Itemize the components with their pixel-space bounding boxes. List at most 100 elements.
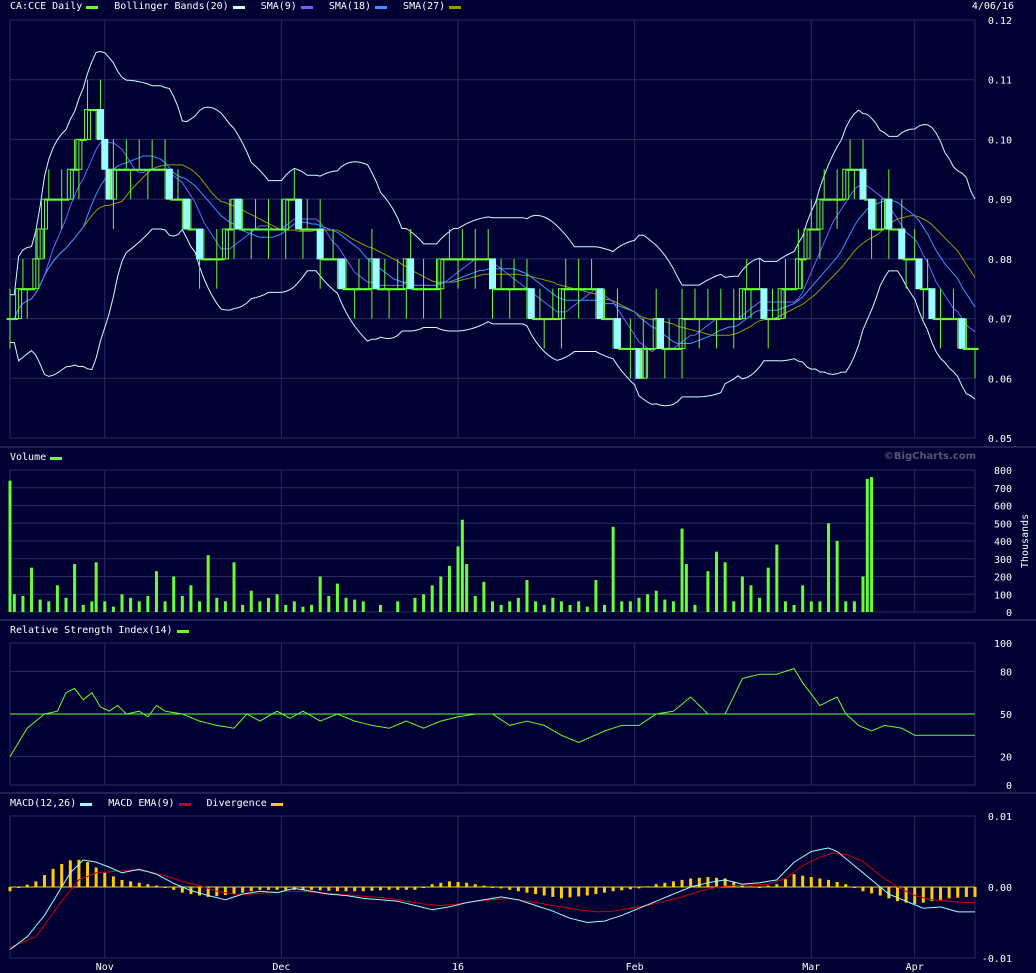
- macd-tick-label: 0.00: [988, 883, 1012, 894]
- price-tick-label: 0.06: [988, 374, 1012, 385]
- volume-bar: [318, 576, 322, 612]
- volume-bar: [818, 601, 822, 612]
- macd-tick-label: -0.01: [982, 954, 1012, 965]
- divergence-bar: [852, 887, 856, 888]
- volume-bar: [292, 601, 296, 612]
- divergence-bar: [663, 882, 667, 887]
- divergence-bar: [86, 862, 90, 887]
- divergence-bar: [542, 887, 546, 896]
- price-candle-up: [812, 228, 820, 231]
- volume-bar: [801, 585, 805, 612]
- volume-bar: [706, 571, 710, 612]
- divergence-bar: [129, 881, 133, 887]
- divergence-bar: [60, 863, 64, 887]
- price-candle-down: [657, 318, 665, 349]
- volume-bar: [206, 555, 210, 612]
- price-candle-up: [40, 198, 48, 230]
- price-candle-down: [613, 318, 621, 349]
- divergence-bar: [241, 887, 245, 893]
- divergence-bar: [792, 874, 796, 887]
- price-tick-label: 0.12: [988, 16, 1012, 27]
- price-candle-up: [75, 138, 83, 170]
- divergence-bar: [172, 887, 176, 890]
- divergence-bar: [482, 885, 486, 887]
- divergence-bar: [422, 887, 426, 888]
- divergence-bars: [8, 859, 977, 905]
- divergence-bar: [370, 887, 374, 891]
- price-candle-down: [635, 347, 643, 379]
- price-candle-up: [10, 318, 18, 321]
- divergence-bar: [921, 887, 925, 903]
- legend-label-divergence: Divergence: [206, 798, 267, 809]
- price-candle-up: [557, 288, 565, 320]
- rsi-tick-label: 100: [994, 639, 1012, 650]
- volume-bar: [94, 562, 98, 612]
- volume-bar: [568, 604, 572, 612]
- macd-legend: MACD(12,26) MACD EMA(9) Divergence: [10, 797, 293, 811]
- volume-bar: [809, 601, 813, 612]
- legend-label-volume: Volume: [10, 452, 47, 463]
- volume-bar: [8, 480, 12, 612]
- divergence-bar: [310, 887, 314, 890]
- divergence-bar: [447, 881, 451, 887]
- legend-label-sma9: SMA(9): [260, 1, 297, 12]
- volume-bar: [30, 567, 34, 612]
- volume-bar: [361, 601, 365, 612]
- divergence-bar: [628, 887, 632, 890]
- volume-tick-label: 500: [994, 519, 1012, 530]
- volume-bar: [577, 601, 581, 612]
- volume-bar: [852, 601, 856, 612]
- volume-bar: [508, 601, 512, 612]
- price-candle-up: [282, 198, 290, 230]
- volume-bar: [284, 604, 288, 612]
- price-candle-down: [407, 258, 415, 290]
- bollinger-upper-line: [10, 50, 976, 296]
- x-tick-label: Nov: [96, 962, 114, 973]
- divergence-bar: [835, 882, 839, 887]
- volume-bar: [335, 583, 339, 612]
- divergence-bar: [956, 887, 960, 898]
- divergence-bar: [783, 879, 787, 887]
- price-candle-up: [79, 138, 87, 141]
- divergence-bar: [491, 887, 494, 888]
- divergence-bar: [232, 887, 236, 895]
- volume-bar: [430, 585, 434, 612]
- volume-bar: [465, 564, 469, 612]
- legend-swatch-rsi: [176, 629, 189, 633]
- volume-tick-label: 700: [994, 484, 1012, 495]
- divergence-bar: [198, 887, 202, 896]
- volume-bar: [111, 606, 115, 612]
- volume-bar: [38, 599, 42, 612]
- price-candle-up: [794, 258, 802, 290]
- price-candle-up: [364, 288, 372, 291]
- divergence-bar: [654, 884, 658, 887]
- volume-bar: [671, 601, 675, 612]
- volume-bar: [447, 565, 451, 612]
- price-candle-down: [915, 258, 923, 290]
- volume-bar: [646, 594, 650, 612]
- price-candle-down: [928, 288, 936, 320]
- divergence-bar: [973, 887, 977, 897]
- sma9-line: [10, 138, 976, 353]
- divergence-bar: [559, 887, 563, 899]
- divergence-bar: [284, 887, 288, 890]
- volume-bar: [603, 604, 607, 612]
- rsi-line: [9, 668, 975, 757]
- price-candle-up: [773, 318, 781, 321]
- divergence-bar: [878, 887, 882, 896]
- divergence-bar: [508, 887, 512, 890]
- legend-swatch-ticker: [86, 5, 99, 9]
- volume-legend: Volume: [10, 451, 72, 465]
- volume-tick-label: 400: [994, 537, 1012, 548]
- volume-bar: [353, 599, 357, 612]
- price-tick-label: 0.07: [988, 315, 1012, 326]
- volume-bar: [301, 606, 305, 612]
- divergence-bar: [947, 887, 951, 899]
- legend-swatch-sma18: [375, 5, 388, 9]
- volume-bar: [310, 604, 314, 612]
- divergence-bar: [404, 887, 408, 890]
- price-candle-up: [226, 228, 234, 231]
- price-candle-down: [760, 288, 768, 320]
- price-candle-up: [277, 228, 285, 231]
- divergence-bar: [473, 884, 477, 887]
